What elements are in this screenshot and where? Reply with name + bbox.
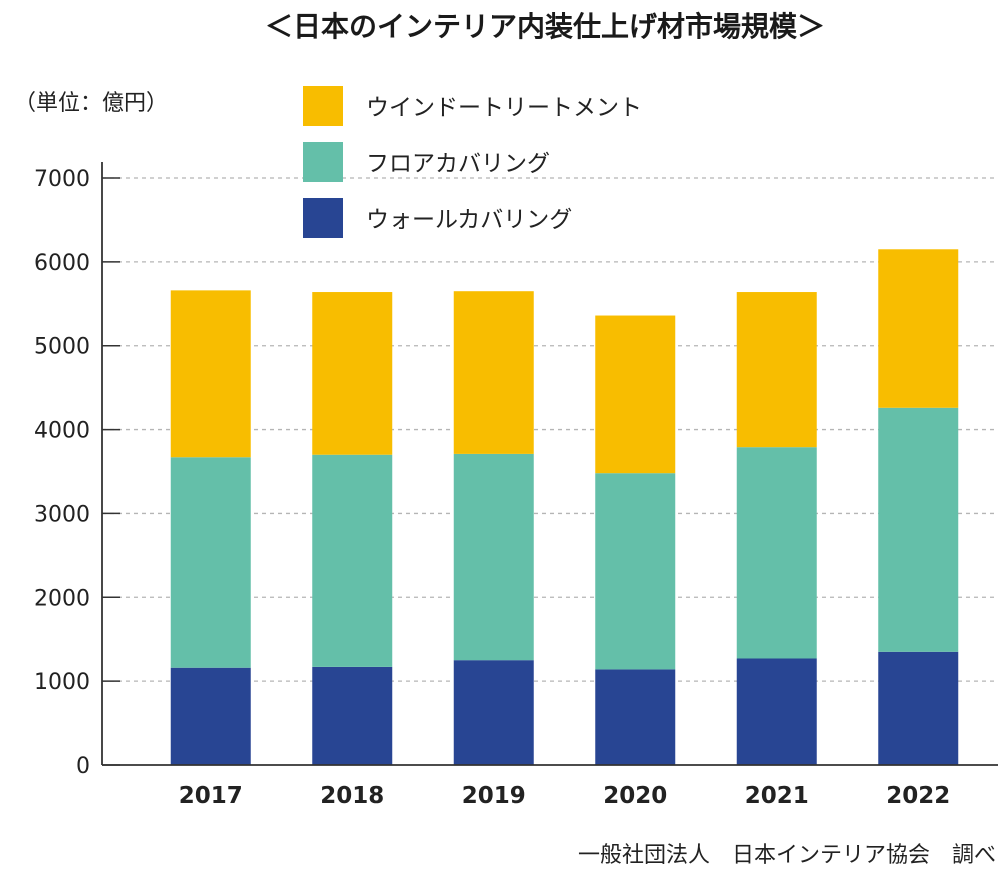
bar-segment	[878, 249, 959, 408]
y-tick-label: 4000	[34, 419, 90, 444]
x-category-label: 2020	[603, 783, 667, 809]
chart-title: ＜日本のインテリア内装仕上げ材市場規模＞	[265, 10, 825, 43]
x-category-label: 2017	[179, 783, 243, 809]
y-tick-label: 6000	[34, 251, 90, 276]
bar-segment	[453, 660, 534, 765]
x-category-label: 2021	[745, 783, 809, 809]
y-tick-label: 3000	[34, 502, 90, 527]
legend-label: ウォールカバリング	[366, 207, 572, 233]
x-category-label: 2018	[320, 783, 384, 809]
bar-segment	[736, 658, 817, 765]
bar-segment	[595, 315, 676, 474]
y-axis-ticks: 0 1000 2000 3000 4000 5000 6000 7000	[34, 167, 120, 779]
bar-segment	[170, 667, 251, 765]
gridlines	[102, 177, 998, 682]
y-tick-label: 5000	[34, 335, 90, 360]
bar-segment	[170, 290, 251, 458]
legend-swatch	[303, 86, 343, 126]
legend-swatch	[303, 142, 343, 182]
y-tick-label: 1000	[34, 670, 90, 695]
legend-label: フロアカバリング	[366, 151, 550, 177]
bar-segment	[595, 473, 676, 670]
legend-swatch	[303, 198, 343, 238]
y-tick-label: 0	[76, 754, 90, 779]
source-note: 一般社団法人 日本インテリア協会 調べ	[578, 843, 996, 868]
x-category-label: 2022	[886, 783, 950, 809]
x-axis-categories: 2017 2018 2019 2020 2021 2022	[179, 783, 951, 809]
y-tick-label: 2000	[34, 586, 90, 611]
bar-segment	[878, 407, 959, 652]
bar-segment	[312, 292, 393, 455]
legend-label: ウインドートリートメント	[366, 95, 642, 121]
unit-label: （単位：億円）	[14, 91, 168, 116]
bar-segment	[878, 651, 959, 765]
bar-segment	[312, 454, 393, 667]
bars	[170, 249, 959, 765]
y-tick-label: 7000	[34, 167, 90, 192]
bar-segment	[736, 292, 817, 448]
bar-segment	[595, 669, 676, 765]
bar-segment	[170, 457, 251, 668]
bar-segment	[453, 453, 534, 661]
bar-segment	[736, 447, 817, 659]
bar-segment	[453, 291, 534, 454]
bar-segment	[312, 666, 393, 765]
x-category-label: 2019	[462, 783, 526, 809]
